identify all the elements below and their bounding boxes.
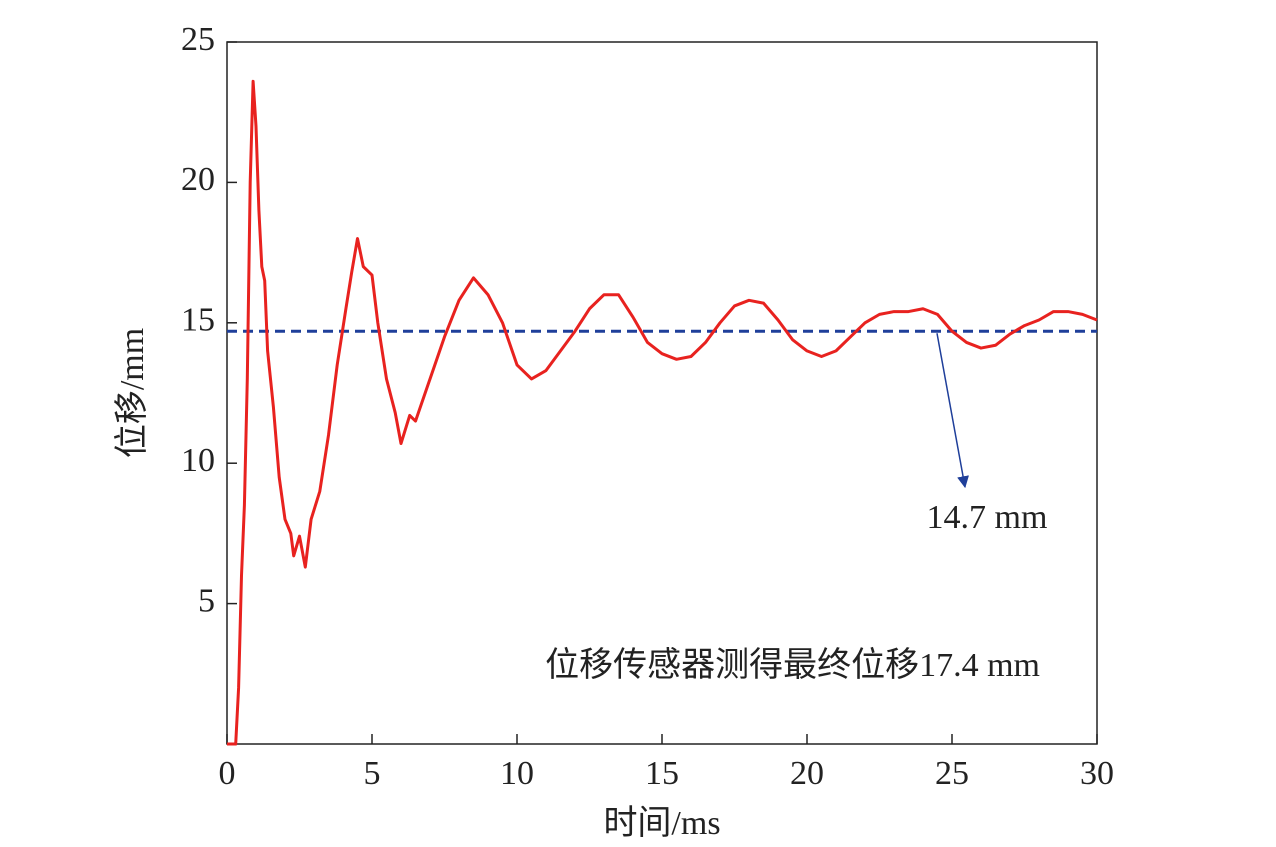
x-axis-label: 时间/ms [603, 805, 720, 842]
reference-label: 14.7 mm [927, 499, 1048, 536]
y-tick-label: 25 [181, 21, 215, 58]
x-tick-label: 10 [500, 755, 534, 792]
x-tick-label: 20 [790, 755, 824, 792]
x-tick-label: 15 [645, 755, 679, 792]
y-tick-label: 20 [181, 161, 215, 198]
y-axis-label: 位移/mm [113, 328, 151, 458]
annotation-arrow [936, 333, 969, 489]
plot-frame [226, 41, 1098, 745]
x-tick-label: 5 [364, 755, 381, 792]
x-tick-label: 0 [219, 755, 236, 792]
annotation: 位移传感器测得最终位移17.4 mm [545, 646, 1040, 684]
x-tick-label: 30 [1080, 755, 1114, 792]
x-tick-label: 25 [935, 755, 969, 792]
y-tick-label: 5 [198, 582, 215, 619]
y-tick-label: 10 [181, 442, 215, 479]
data-line [227, 79, 1098, 746]
y-tick-label: 15 [181, 302, 215, 339]
